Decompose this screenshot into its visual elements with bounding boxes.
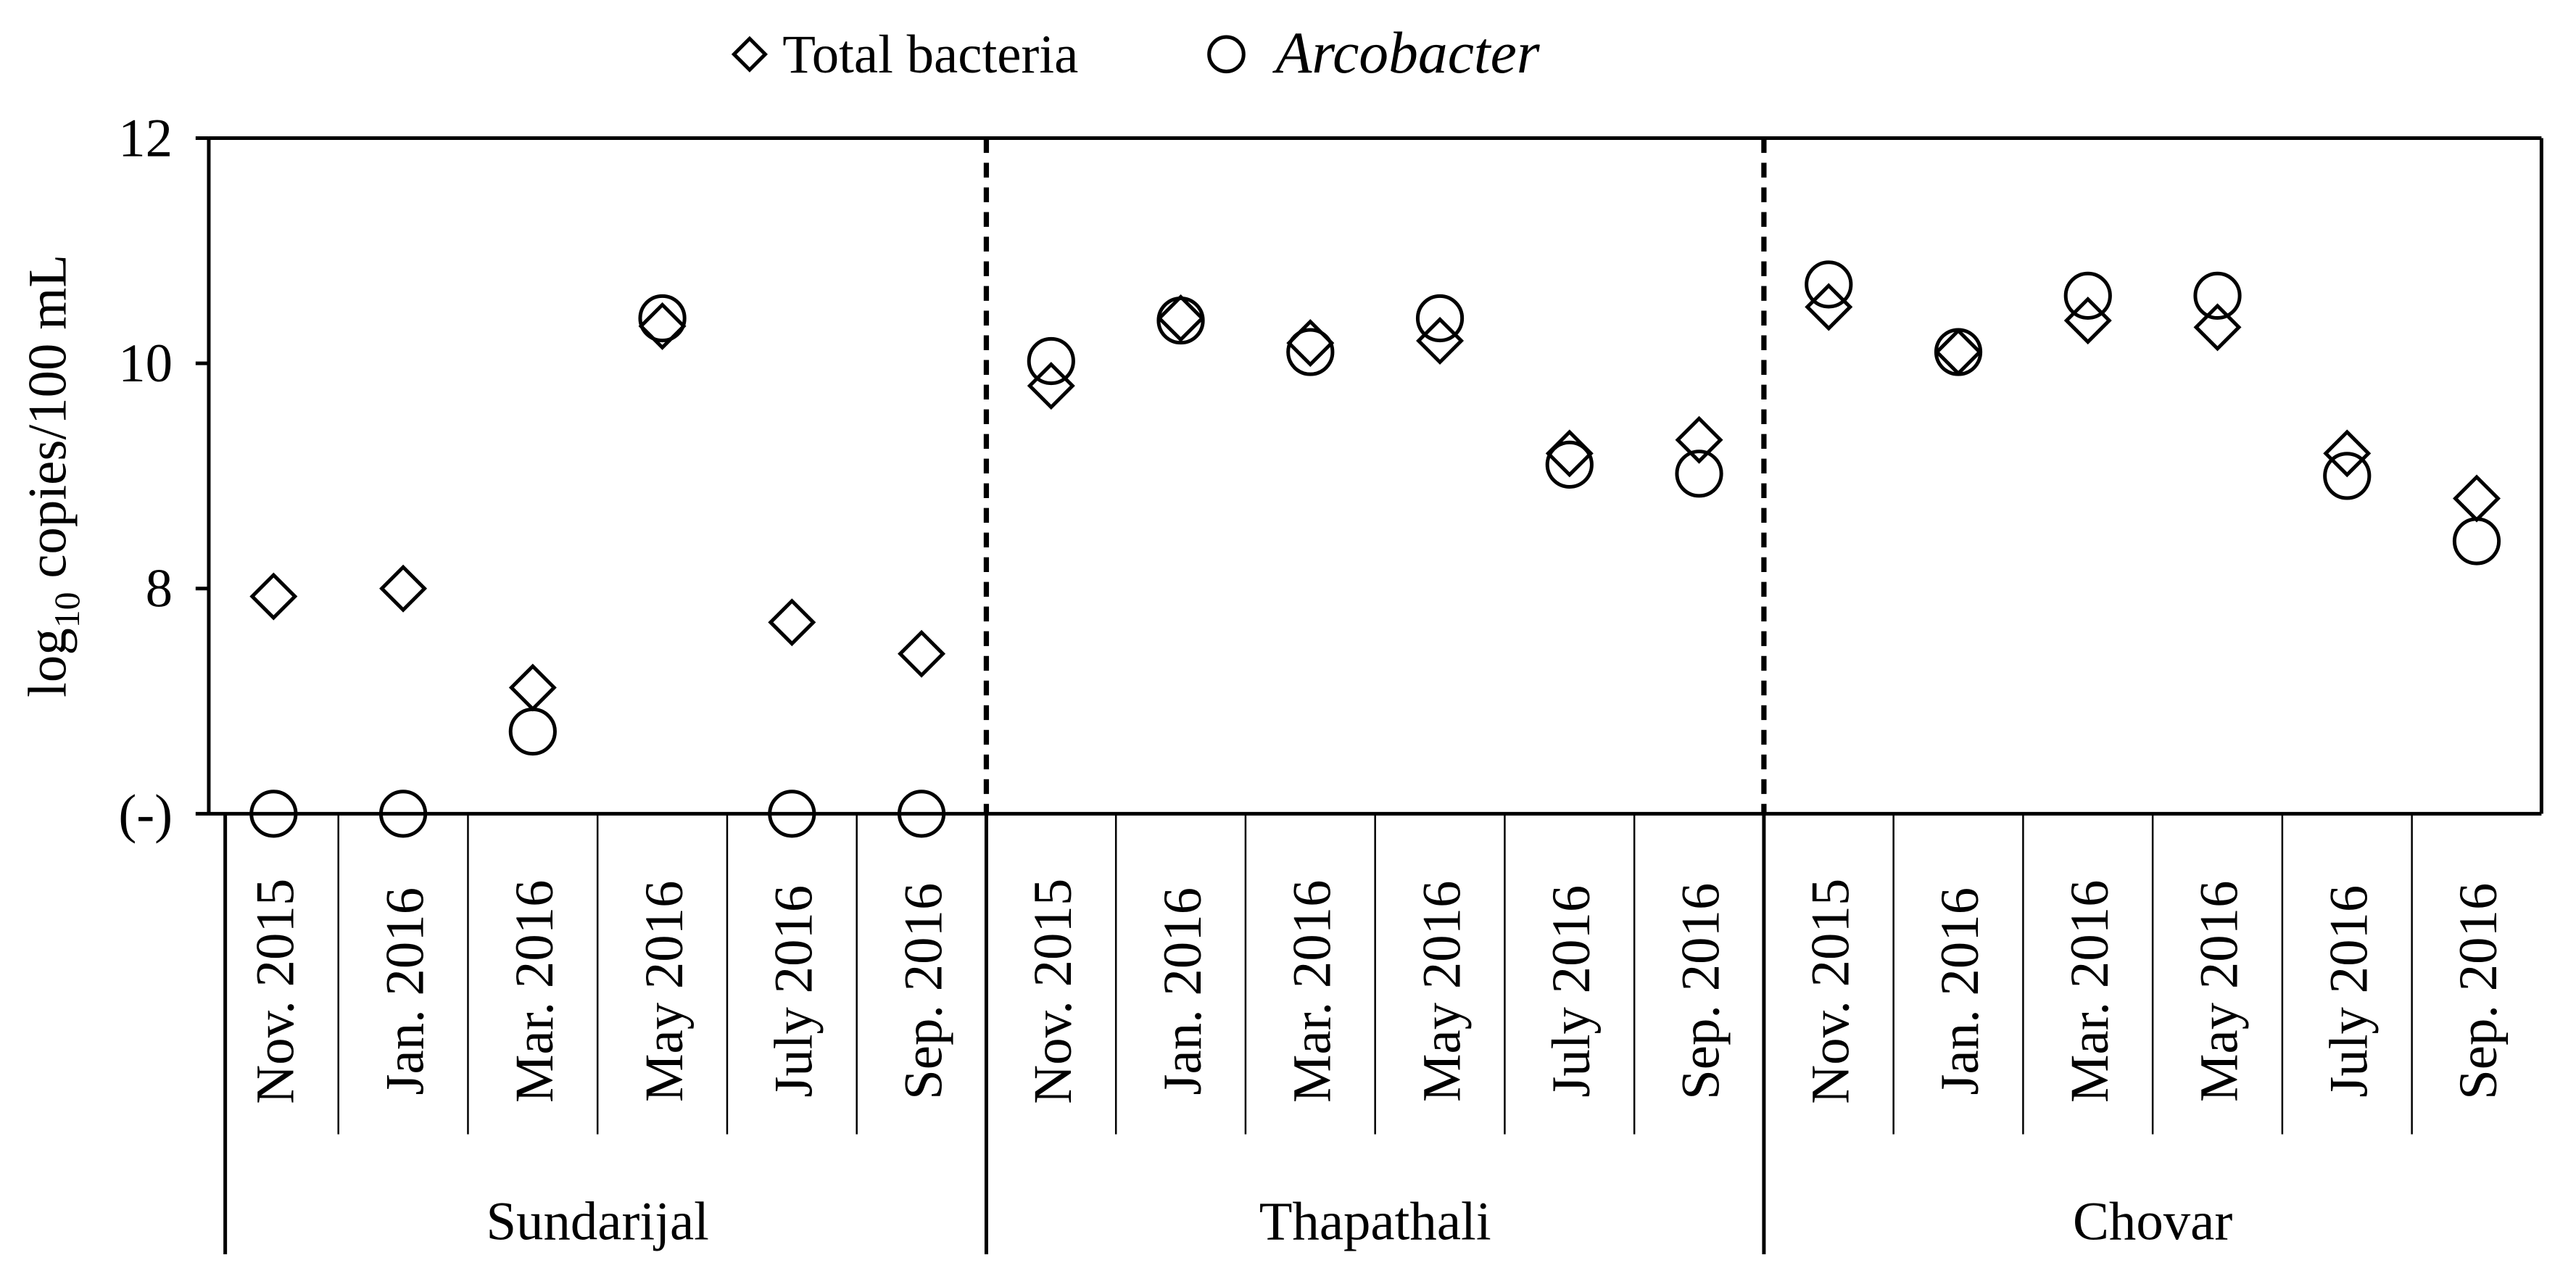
arcobacter-point — [638, 294, 687, 343]
arcobacter-point — [1934, 328, 1983, 376]
legend: Total bacteria Arcobacter — [731, 20, 1540, 86]
total-bacteria-point — [2063, 297, 2112, 345]
x-tick-label: Mar. 2016 — [505, 879, 565, 1103]
legend-label-total-bacteria: Total bacteria — [782, 25, 1078, 85]
x-tick-label: Mar. 2016 — [1283, 879, 1343, 1103]
legend-label-arcobacter: Arcobacter — [1272, 20, 1539, 86]
total-bacteria-point — [249, 572, 298, 621]
arcobacter-point — [2452, 517, 2501, 566]
x-tick-label: May 2016 — [2190, 881, 2250, 1102]
y-axis-title-suffix: copies/100 mL — [18, 254, 78, 592]
group-label: Thapathali — [1259, 1192, 1491, 1252]
x-tick-label: July 2016 — [2319, 885, 2379, 1098]
y-tick-label: (-) — [118, 784, 173, 844]
y-axis-title: log10 copies/100 mL — [18, 254, 87, 697]
x-tick-label: July 2016 — [764, 885, 824, 1098]
total-bacteria-point — [379, 564, 428, 613]
total-bacteria-point — [2453, 474, 2501, 523]
arcobacter-point — [1415, 294, 1465, 343]
legend-circle-marker — [1207, 35, 1246, 74]
arcobacter-point — [508, 707, 557, 756]
total-bacteria-point — [1156, 294, 1205, 342]
arcobacter-point — [1675, 450, 1723, 498]
x-tick-label: Nov. 2015 — [1023, 879, 1083, 1104]
x-tick-label: May 2016 — [1412, 881, 1472, 1102]
arcobacter-point-below-detection — [249, 790, 298, 838]
arcobacter-point-below-detection — [768, 790, 816, 838]
x-tick-label: July 2016 — [1541, 885, 1602, 1098]
x-tick-label: Nov. 2015 — [1800, 879, 1860, 1104]
y-axis-title-prefix: log — [18, 628, 78, 697]
x-tick-label: Nov. 2015 — [246, 879, 306, 1104]
arcobacter-point — [1027, 336, 1075, 386]
arcobacter-point — [1545, 440, 1594, 489]
total-bacteria-point — [1545, 429, 1594, 478]
legend-diamond-marker — [731, 36, 768, 73]
x-tick-label: May 2016 — [634, 881, 695, 1102]
x-tick-label: Sep. 2016 — [1671, 883, 1731, 1100]
x-tick-label: Jan. 2016 — [1930, 887, 1990, 1095]
y-tick-label: 12 — [118, 108, 173, 168]
x-tick-label: Jan. 2016 — [375, 887, 435, 1095]
total-bacteria-point — [768, 598, 816, 647]
x-tick-label: Sep. 2016 — [893, 883, 953, 1100]
arcobacter-point-below-detection — [378, 790, 428, 838]
arcobacter-point — [2323, 452, 2372, 500]
y-axis-title-subscript: 10 — [47, 592, 87, 628]
total-bacteria-point — [1675, 415, 1723, 464]
total-bacteria-point — [508, 663, 557, 712]
x-tick-label: Mar. 2016 — [2060, 879, 2120, 1103]
data-marks — [249, 260, 2501, 838]
arcobacter-point — [2193, 271, 2242, 320]
arcobacter-point — [1156, 296, 1205, 345]
y-tick-label: 8 — [146, 559, 173, 619]
arcobacter-point — [2063, 271, 2112, 320]
x-tick-label: Jan. 2016 — [1153, 887, 1213, 1095]
x-tick-label: Sep. 2016 — [2448, 883, 2509, 1100]
group-label: Sundarijal — [486, 1192, 709, 1252]
arcobacter-point — [1286, 328, 1335, 376]
total-bacteria-point — [898, 629, 946, 678]
y-tick-label: 10 — [118, 334, 173, 394]
arcobacter-point-below-detection — [897, 790, 946, 838]
total-bacteria-point — [1027, 362, 1075, 410]
arcobacter-point — [1805, 260, 1853, 309]
group-label: Chovar — [2073, 1192, 2232, 1252]
